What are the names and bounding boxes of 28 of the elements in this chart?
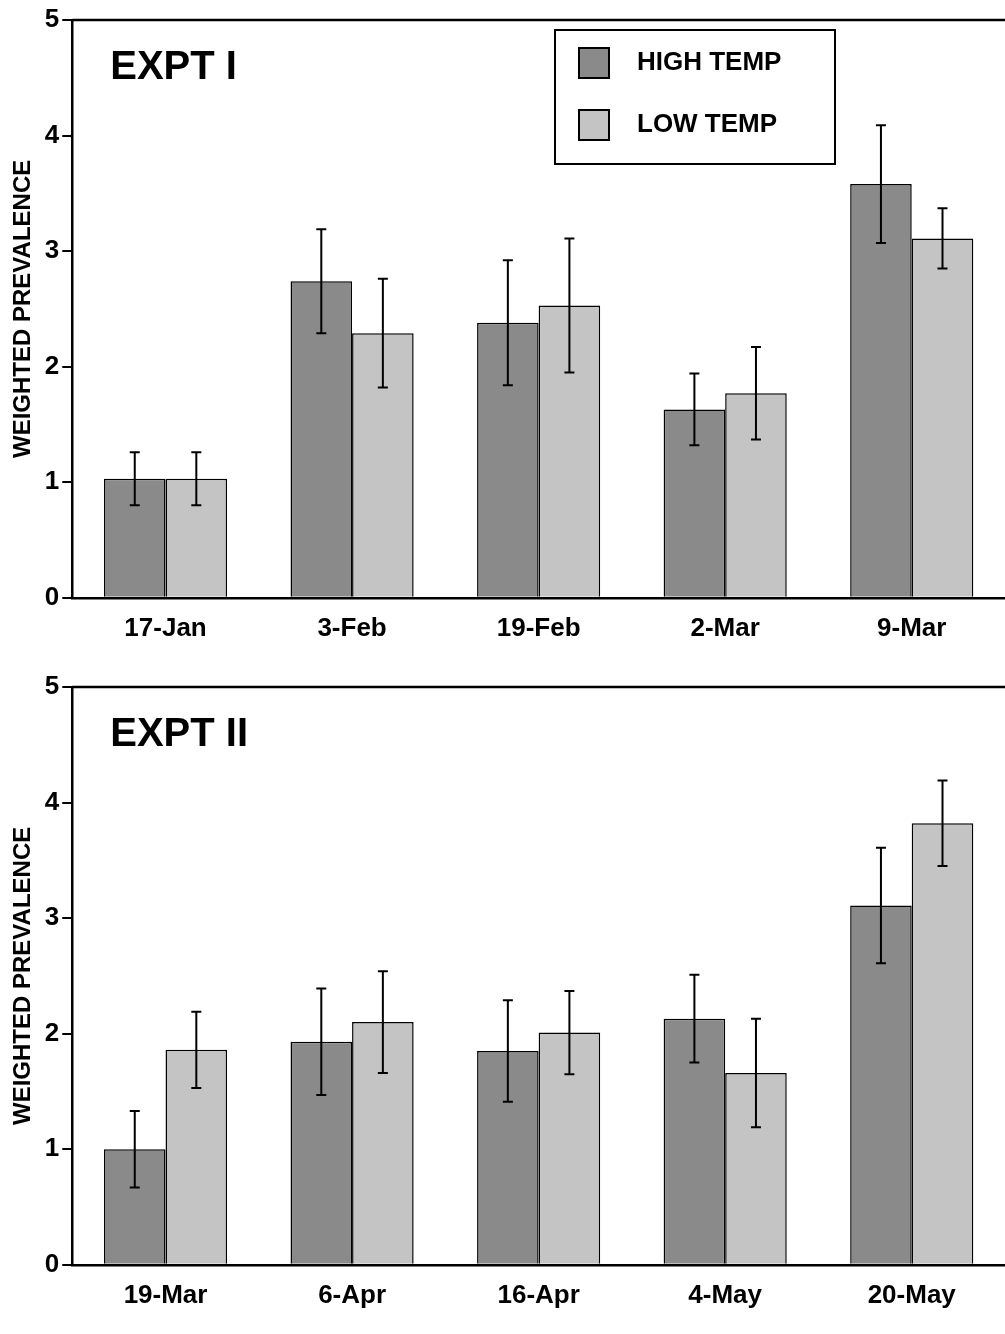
legend-label: HIGH TEMP	[637, 46, 782, 77]
y-tick-label: 5	[44, 3, 60, 34]
x-tick-label: 6-Apr	[318, 1278, 387, 1309]
x-tick-label: 19-Feb	[496, 611, 581, 642]
y-tick-label: 1	[44, 1132, 60, 1163]
y-tick-label: 4	[44, 118, 60, 149]
x-tick-label: 9-Mar	[877, 611, 947, 642]
x-tick-label: 4-May	[688, 1278, 763, 1309]
y-tick-label: 3	[44, 234, 60, 265]
y-tick-label: 0	[44, 580, 60, 611]
x-tick-label: 17-Jan	[124, 611, 207, 642]
y-tick-label: 2	[44, 1016, 60, 1047]
x-tick-label: 3-Feb	[317, 611, 387, 642]
y-axis-title: WEIGHTED PREVALENCE	[8, 159, 36, 459]
text: EXPT I	[110, 43, 237, 88]
x-tick-label: 2-Mar	[690, 611, 760, 642]
text: EXPT II	[110, 710, 249, 755]
x-tick-label: 20-May	[867, 1278, 957, 1309]
legend-label: LOW TEMP	[637, 108, 778, 139]
y-tick-label: 2	[44, 349, 60, 380]
x-tick-label: 19-Mar	[123, 1278, 208, 1309]
y-tick-label: 1	[44, 465, 60, 496]
y-tick-label: 0	[44, 1247, 60, 1278]
y-axis-title: WEIGHTED PREVALENCE	[8, 826, 36, 1126]
x-tick-label: 16-Apr	[497, 1278, 580, 1309]
y-tick-label: 3	[44, 901, 60, 932]
y-tick-label: 5	[44, 670, 60, 701]
y-tick-label: 4	[44, 785, 60, 816]
